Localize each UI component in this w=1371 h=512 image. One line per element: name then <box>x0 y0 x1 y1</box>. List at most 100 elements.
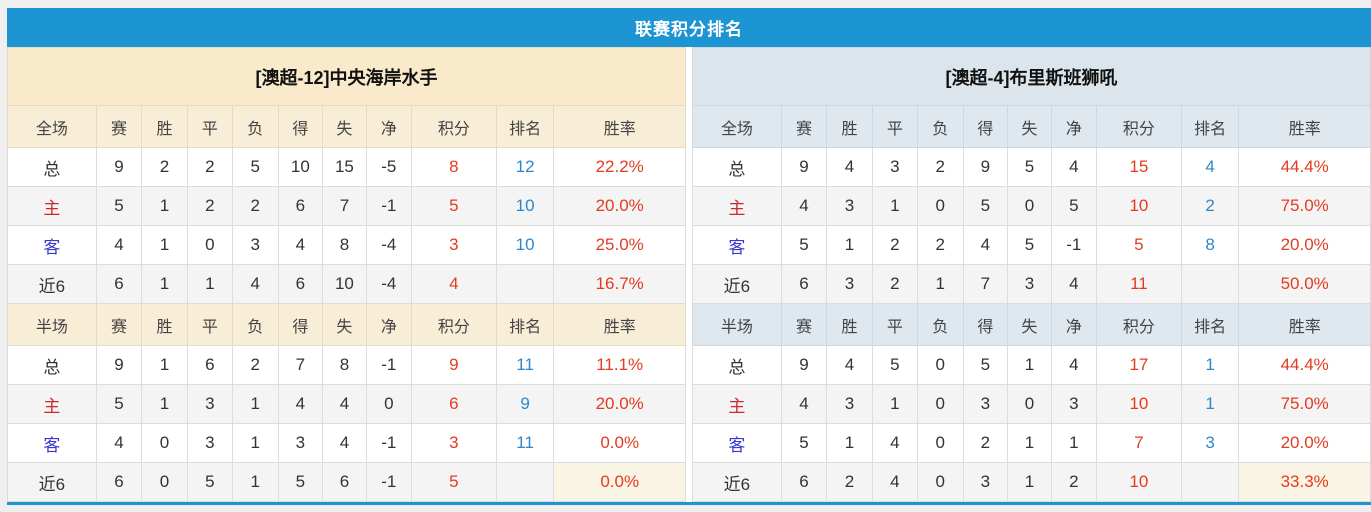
rank-cell <box>1180 264 1240 304</box>
stat-cell: 7 <box>277 345 324 385</box>
win-rate-cell: 33.3% <box>1238 462 1371 502</box>
rank-cell <box>1180 462 1240 502</box>
stat-cell: -1 <box>365 462 413 502</box>
row-label-cell: 总 <box>692 147 782 187</box>
stat-cell: 1 <box>141 225 188 265</box>
stat-cell: 2 <box>871 264 919 304</box>
column-header-cell: 平 <box>186 105 234 148</box>
points-cell: 10 <box>1096 462 1182 502</box>
stat-cell: 3 <box>826 186 873 226</box>
column-header-cell: 失 <box>1007 303 1052 346</box>
win-rate-cell: 20.0% <box>553 186 686 226</box>
row-label-cell: 客 <box>7 423 97 463</box>
stat-cell: 4 <box>780 186 828 226</box>
stat-cell: 5 <box>780 225 828 265</box>
rank-cell: 10 <box>495 186 555 226</box>
column-header-cell: 胜率 <box>553 105 686 148</box>
stat-cell: 4 <box>322 423 367 463</box>
column-header-cell: 平 <box>871 105 919 148</box>
win-rate-cell: 20.0% <box>1238 225 1371 265</box>
column-header-cell: 负 <box>232 303 279 346</box>
stat-cell: 9 <box>780 345 828 385</box>
stat-cell: 4 <box>962 225 1009 265</box>
stats-row: 主 4 3 1 0 3 0 3 10 1 75.0% <box>692 384 1371 424</box>
stat-cell: 0 <box>1007 384 1052 424</box>
section-header-row: 半场赛胜平负得失净积分 排名 胜率 <box>692 303 1371 346</box>
win-rate-cell: 0.0% <box>553 423 686 463</box>
win-rate-cell: 11.1% <box>553 345 686 385</box>
stat-cell: -1 <box>365 345 413 385</box>
row-label-cell: 近6 <box>692 462 782 502</box>
stat-cell: 2 <box>871 225 919 265</box>
stat-cell: 1 <box>871 186 919 226</box>
stat-cell: 1 <box>917 264 964 304</box>
away-team-stats-table: 全场赛胜平负得失净积分 排名 胜率总 9 4 3 2 9 5 4 15 4 44.4% 主 4 3 1 0 5 0 5 1… <box>692 105 1371 502</box>
stats-row: 总 9 2 2 5 10 15 -5 8 12 22.2% <box>7 147 686 187</box>
rank-cell: 11 <box>495 345 555 385</box>
row-label-cell: 近6 <box>7 462 97 502</box>
points-cell: 10 <box>1096 186 1182 226</box>
stat-cell: 5 <box>1050 186 1098 226</box>
column-header-cell: 胜 <box>826 105 873 148</box>
row-label-cell: 总 <box>7 147 97 187</box>
column-header-cell: 排名 <box>1180 303 1240 346</box>
win-rate-cell: 44.4% <box>1238 147 1371 187</box>
stat-cell: 1 <box>232 462 279 502</box>
stat-cell: 0 <box>1007 186 1052 226</box>
stat-cell: 3 <box>277 423 324 463</box>
column-header-cell: 净 <box>1050 303 1098 346</box>
column-header-cell: 胜率 <box>1238 303 1371 346</box>
stat-cell: 1 <box>826 423 873 463</box>
stat-cell: 5 <box>780 423 828 463</box>
section-label-cell: 半场 <box>692 303 782 346</box>
column-header-cell: 胜 <box>141 105 188 148</box>
stat-cell: 2 <box>826 462 873 502</box>
points-cell: 3 <box>411 423 497 463</box>
win-rate-cell: 44.4% <box>1238 345 1371 385</box>
points-cell: 7 <box>1096 423 1182 463</box>
stat-cell: 4 <box>277 384 324 424</box>
stats-row: 客 4 1 0 3 4 8 -4 3 10 25.0% <box>7 225 686 265</box>
points-cell: 17 <box>1096 345 1182 385</box>
win-rate-cell: 25.0% <box>553 225 686 265</box>
points-cell: 11 <box>1096 264 1182 304</box>
stat-cell: 5 <box>277 462 324 502</box>
column-header-cell: 排名 <box>495 303 555 346</box>
column-header-cell: 负 <box>917 105 964 148</box>
points-cell: 9 <box>411 345 497 385</box>
win-rate-cell: 75.0% <box>1238 384 1371 424</box>
points-cell: 5 <box>411 186 497 226</box>
stat-cell: 4 <box>1050 264 1098 304</box>
stat-cell: 4 <box>1050 345 1098 385</box>
stat-cell: 4 <box>871 423 919 463</box>
column-header-cell: 得 <box>277 105 324 148</box>
stat-cell: 9 <box>962 147 1009 187</box>
stat-cell: 3 <box>1050 384 1098 424</box>
section-label-cell: 全场 <box>692 105 782 148</box>
stat-cell: 5 <box>962 345 1009 385</box>
column-header-cell: 平 <box>186 303 234 346</box>
stat-cell: 3 <box>826 384 873 424</box>
stat-cell: 3 <box>232 225 279 265</box>
stat-cell: 5 <box>1007 225 1052 265</box>
stat-cell: 1 <box>1007 423 1052 463</box>
stat-cell: 6 <box>95 264 143 304</box>
win-rate-cell: 50.0% <box>1238 264 1371 304</box>
column-header-cell: 赛 <box>95 105 143 148</box>
points-cell: 4 <box>411 264 497 304</box>
home-team-panel: [澳超-12]中央海岸水手 全场赛胜平负得失净积分 排名 胜率总 9 2 2 5 10 15 -5… <box>7 47 686 502</box>
stat-cell: 3 <box>186 423 234 463</box>
stat-cell: 6 <box>780 462 828 502</box>
stat-cell: 3 <box>186 384 234 424</box>
column-header-cell: 胜 <box>141 303 188 346</box>
stat-cell: -1 <box>365 186 413 226</box>
stat-cell: 6 <box>277 186 324 226</box>
column-header-cell: 得 <box>962 303 1009 346</box>
stat-cell: 4 <box>277 225 324 265</box>
stat-cell: 4 <box>322 384 367 424</box>
stat-cell: 7 <box>962 264 1009 304</box>
stat-cell: 2 <box>1050 462 1098 502</box>
stat-cell: 2 <box>186 147 234 187</box>
rank-cell: 10 <box>495 225 555 265</box>
stat-cell: 1 <box>1050 423 1098 463</box>
